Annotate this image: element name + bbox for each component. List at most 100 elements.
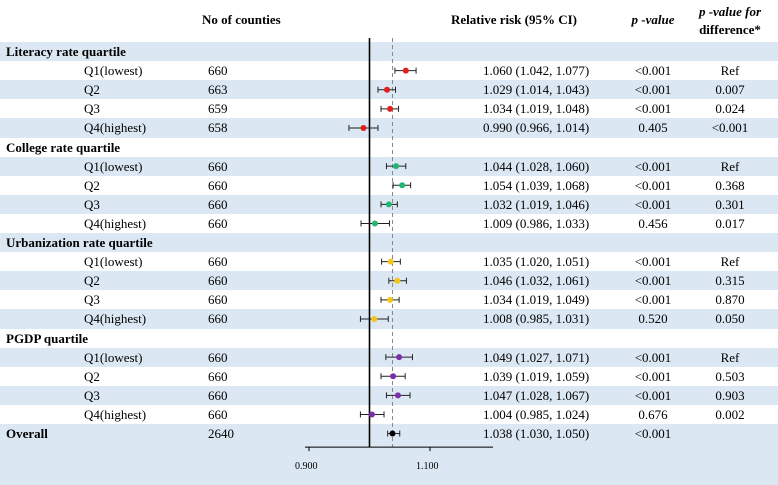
pdiff-column-header-line1: p -value for xyxy=(698,4,762,19)
group-title: PGDP quartile xyxy=(6,330,88,346)
count-column-header: No of counties xyxy=(202,12,281,27)
row-pdiff: 0.002 xyxy=(715,406,745,422)
pdiff-column-header-line2: difference* xyxy=(699,22,761,37)
row-pvalue: <0.001 xyxy=(634,82,672,98)
row-count: 660 xyxy=(208,273,228,289)
row-pdiff: 0.503 xyxy=(715,368,745,384)
series-2-q2-point xyxy=(394,277,401,284)
row-label: Q4(highest) xyxy=(84,406,147,422)
row-pdiff: 0.870 xyxy=(715,292,745,308)
data-mark xyxy=(385,163,407,170)
row-pdiff: 0.050 xyxy=(715,311,745,327)
row-pdiff: Ref xyxy=(720,254,740,270)
row-pvalue: <0.001 xyxy=(634,158,672,174)
count-header-clip: No of counties xyxy=(197,10,293,30)
row-count: 660 xyxy=(208,254,228,270)
series-3-q4-point xyxy=(368,411,375,418)
row-relative-risk: 1.044 (1.028, 1.060) xyxy=(483,158,590,174)
row-count: 660 xyxy=(208,406,228,422)
row-relative-risk: 1.047 (1.028, 1.067) xyxy=(483,387,590,403)
series-3-q1-point xyxy=(396,354,403,361)
series-0-q2-point xyxy=(384,86,391,93)
row-relative-risk: 1.034 (1.019, 1.048) xyxy=(483,101,590,117)
row-relative-risk: 1.035 (1.020, 1.051) xyxy=(483,254,590,270)
data-mark xyxy=(387,430,401,437)
row-label: Q1(lowest) xyxy=(84,254,143,270)
row-count: 660 xyxy=(208,349,228,365)
x-tick-label: 1.100 xyxy=(416,461,439,473)
row-label: Q3 xyxy=(84,292,100,308)
row-band xyxy=(0,61,778,81)
series-1-q1-point xyxy=(393,163,400,170)
data-mark xyxy=(380,373,406,380)
data-mark xyxy=(385,392,411,399)
overall-point xyxy=(389,430,396,437)
row-pdiff: Ref xyxy=(720,349,740,365)
overall-relative-risk: 1.038 (1.030, 1.050) xyxy=(483,426,590,441)
row-count: 660 xyxy=(208,387,228,403)
row-count: 660 xyxy=(208,196,228,212)
data-mark xyxy=(381,258,401,265)
row-pdiff: 0.315 xyxy=(715,273,745,289)
row-count: 658 xyxy=(208,120,228,136)
row-label: Q3 xyxy=(84,387,100,403)
data-mark xyxy=(359,411,385,418)
row-count: 660 xyxy=(208,177,228,193)
data-mark xyxy=(377,86,397,93)
row-pdiff: Ref xyxy=(720,63,740,79)
row-pdiff: <0.001 xyxy=(711,120,749,136)
data-mark xyxy=(359,315,389,322)
overall-label: Overall xyxy=(6,426,48,441)
row-relative-risk: 1.049 (1.027, 1.071) xyxy=(483,349,590,365)
series-3-q2-point xyxy=(390,373,397,380)
row-pvalue: <0.001 xyxy=(634,273,672,289)
row-pvalue: <0.001 xyxy=(634,63,672,79)
series-1-q4-point xyxy=(371,220,378,227)
row-band xyxy=(0,175,778,195)
row-band xyxy=(0,137,778,157)
row-relative-risk: 0.990 (0.966, 1.014) xyxy=(483,120,590,136)
row-label: Q2 xyxy=(84,273,100,289)
row-pdiff: 0.301 xyxy=(715,196,745,212)
row-band xyxy=(0,328,778,348)
series-2-q1-point xyxy=(387,258,394,265)
series-1-q2-point xyxy=(399,182,406,189)
row-pvalue: <0.001 xyxy=(634,196,672,212)
series-0-q4-point xyxy=(360,124,367,131)
row-relative-risk: 1.034 (1.019, 1.049) xyxy=(483,292,590,308)
row-band xyxy=(0,404,778,424)
series-2-q3-point xyxy=(387,296,394,303)
row-relative-risk: 1.032 (1.019, 1.046) xyxy=(483,196,590,212)
row-pdiff: 0.903 xyxy=(715,387,745,403)
group-title: Urbanization rate quartile xyxy=(6,235,153,250)
row-relative-risk: 1.039 (1.019, 1.059) xyxy=(483,368,590,384)
row-relative-risk: 1.029 (1.014, 1.043) xyxy=(483,82,590,98)
data-mark xyxy=(360,220,390,227)
row-count: 660 xyxy=(208,292,228,308)
data-mark xyxy=(392,182,412,189)
series-0-q1-point xyxy=(402,67,409,74)
x-tick-label: 0.900 xyxy=(295,461,318,473)
row-label: Q2 xyxy=(84,177,100,193)
data-mark xyxy=(385,354,413,361)
series-0-q3-point xyxy=(387,105,394,112)
row-count: 660 xyxy=(208,311,228,327)
relative-risk-column-header: Relative risk (95% CI) xyxy=(451,12,578,27)
row-pvalue: <0.001 xyxy=(634,368,672,384)
row-pvalue: <0.001 xyxy=(634,101,672,117)
row-relative-risk: 1.008 (0.985, 1.031) xyxy=(483,311,590,327)
data-mark xyxy=(388,277,407,284)
row-band xyxy=(0,309,778,329)
row-pvalue: <0.001 xyxy=(634,387,672,403)
group-title: College rate quartile xyxy=(6,139,121,155)
row-count: 663 xyxy=(208,82,228,98)
row-pvalue: 0.520 xyxy=(638,311,668,327)
row-relative-risk: 1.060 (1.042, 1.077) xyxy=(483,63,590,79)
row-pdiff: Ref xyxy=(720,158,740,174)
row-pdiff: 0.017 xyxy=(715,215,745,231)
series-2-q4-point xyxy=(371,315,378,322)
row-count: 659 xyxy=(208,101,228,117)
row-pvalue: <0.001 xyxy=(634,254,672,270)
series-1-q3-point xyxy=(385,201,392,208)
